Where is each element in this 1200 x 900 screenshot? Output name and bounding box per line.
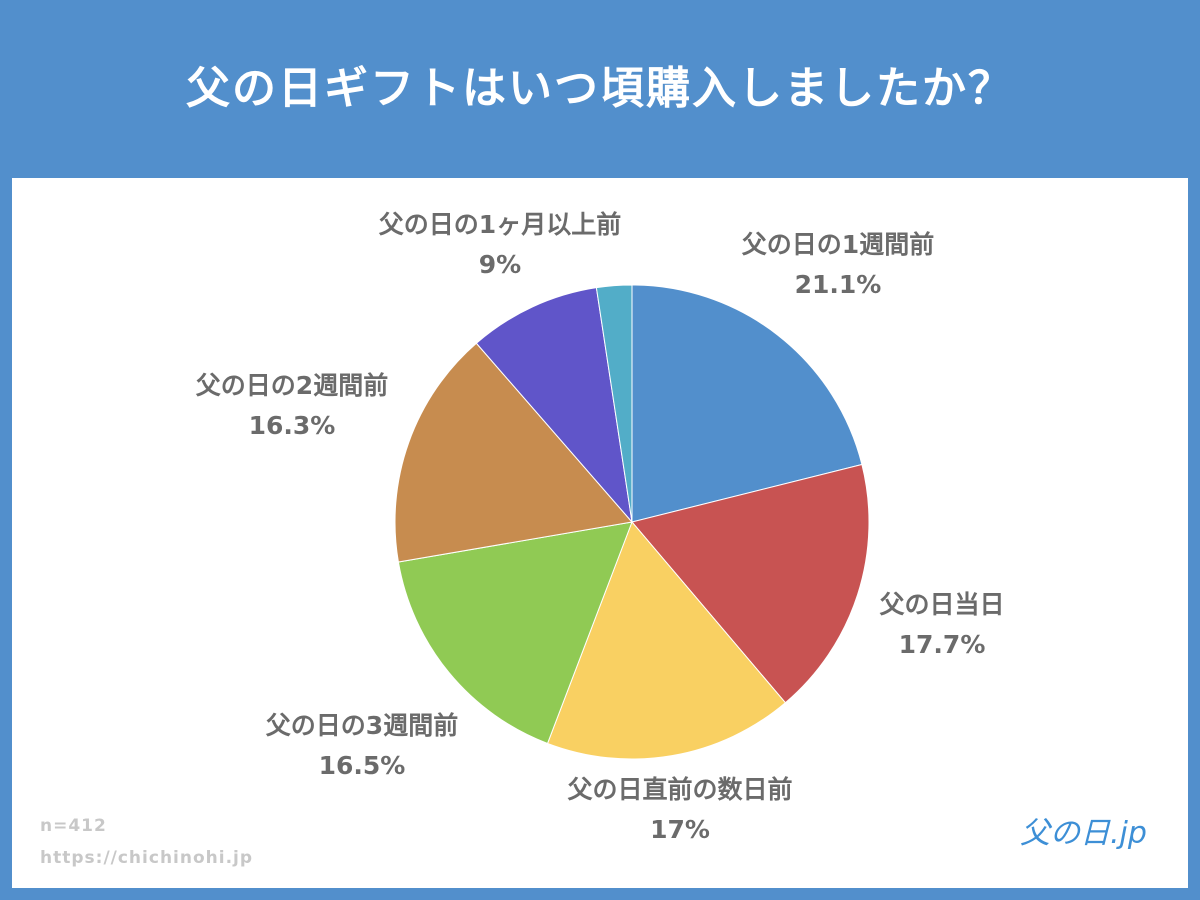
pie-slice-2 xyxy=(546,521,787,760)
pie-slice-1 xyxy=(631,463,870,704)
pie-slice-3 xyxy=(397,521,633,745)
pie-slice-6 xyxy=(595,284,633,523)
label-2weeks: 父の日の2週間前 16.3% xyxy=(195,371,389,440)
label-3weeks: 父の日の3週間前 16.5% xyxy=(265,711,459,780)
label-1week: 父の日の1週間前 21.1% xyxy=(741,230,935,299)
source-url: https://chichinohi.jp xyxy=(40,848,254,868)
pie-slice-4 xyxy=(394,342,633,563)
chart-title: 父の日ギフトはいつ頃購入しましたか？ xyxy=(186,63,1014,114)
pie-slice-5 xyxy=(475,287,633,524)
label-few-days: 父の日直前の数日前 17% xyxy=(567,775,793,844)
label-same-day: 父の日当日 17.7% xyxy=(879,590,1005,659)
label-1month: 父の日の1ヶ月以上前 9% xyxy=(378,210,622,279)
pie-slice-0 xyxy=(631,284,863,523)
logo: 父の日.jp xyxy=(1020,816,1147,851)
sample-size: n=412 xyxy=(40,816,107,836)
